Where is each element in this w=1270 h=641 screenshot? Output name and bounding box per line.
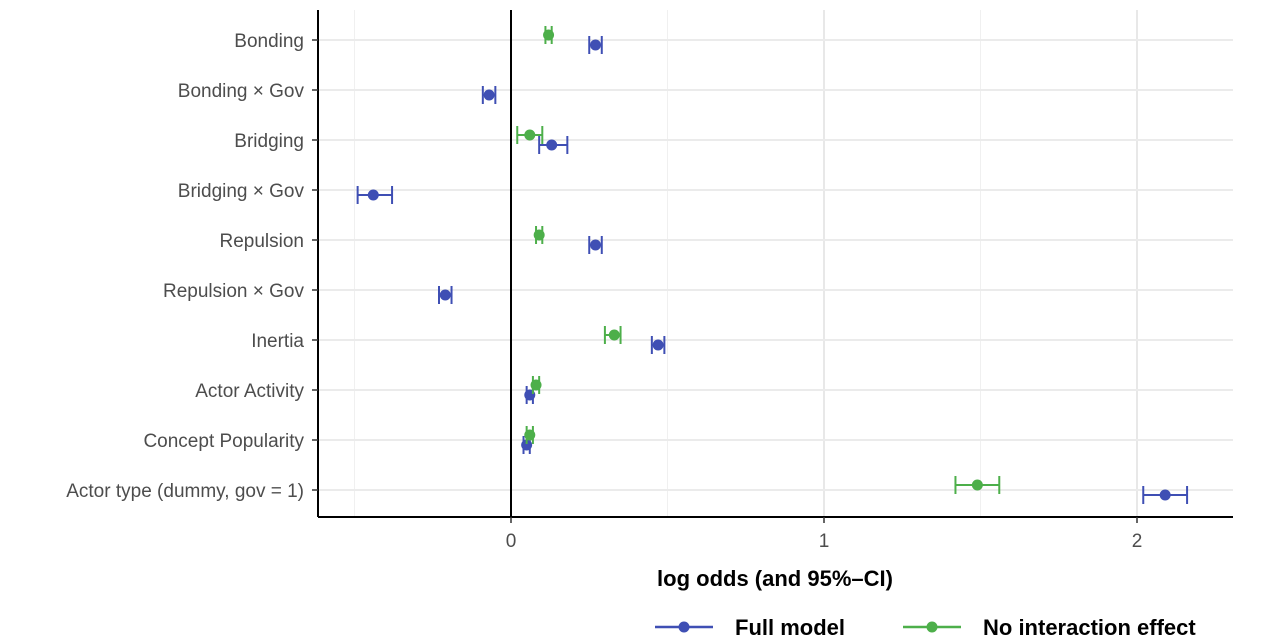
y-tick-label: Repulsion: [220, 231, 305, 252]
estimate-point: [533, 229, 545, 241]
y-tick-label: Concept Popularity: [143, 431, 304, 452]
estimate-group: [954, 476, 1001, 494]
x-tick-label: 1: [819, 531, 830, 552]
estimate-point: [524, 429, 536, 441]
axes: [312, 10, 1233, 523]
legend-label: Full model: [735, 615, 845, 640]
legend-key-point: [678, 621, 690, 633]
estimate-group: [524, 426, 536, 444]
estimate-group: [438, 286, 453, 304]
y-tick-label: Bonding × Gov: [178, 81, 305, 102]
estimate-point: [543, 29, 555, 41]
y-tick-label: Inertia: [251, 331, 304, 352]
y-tick-labels: Bonding Bonding × Gov Bridging Bridging × G…: [66, 31, 304, 502]
x-tick-labels: 0 1 2: [506, 531, 1143, 552]
estimate-group: [530, 376, 542, 394]
estimate-point: [439, 289, 451, 301]
estimate-group: [588, 236, 603, 254]
y-tick-label: Repulsion × Gov: [163, 281, 304, 302]
estimate-point: [971, 479, 983, 491]
estimate-point: [652, 339, 664, 351]
x-tick-label: 2: [1132, 531, 1143, 552]
legend: Full model No interaction effect: [655, 615, 1196, 640]
x-tick-label: 0: [506, 531, 517, 552]
estimate-group: [543, 26, 555, 44]
estimate-point: [367, 189, 379, 201]
y-tick-label: Actor Activity: [195, 381, 304, 402]
legend-item: No interaction effect: [903, 615, 1196, 640]
y-tick-label: Bridging: [234, 131, 304, 152]
y-tick-label: Actor type (dummy, gov = 1): [66, 481, 304, 502]
estimates: [356, 26, 1189, 504]
estimate-group: [603, 326, 622, 344]
estimate-group: [538, 136, 569, 154]
legend-key-point: [926, 621, 938, 633]
estimate-group: [1142, 486, 1189, 504]
estimate-point: [483, 89, 495, 101]
y-tick-label: Bonding: [234, 31, 304, 52]
grid: [318, 10, 1233, 517]
estimate-point: [1159, 489, 1171, 501]
estimate-point: [530, 379, 542, 391]
legend-item: Full model: [655, 615, 845, 640]
estimate-group: [650, 336, 666, 354]
y-tick-label: Bridging × Gov: [178, 181, 305, 202]
estimate-group: [588, 36, 603, 54]
legend-label: No interaction effect: [983, 615, 1196, 640]
x-axis-title: log odds (and 95%–CI): [657, 566, 893, 591]
estimate-point: [590, 239, 602, 251]
estimate-point: [608, 329, 620, 341]
estimate-point: [590, 39, 602, 51]
estimate-group: [356, 186, 394, 204]
estimate-group: [516, 126, 544, 144]
estimate-group: [533, 226, 545, 244]
estimate-point: [546, 139, 558, 151]
estimate-point: [521, 439, 533, 451]
estimate-group: [481, 86, 497, 104]
estimate-point: [524, 129, 536, 141]
